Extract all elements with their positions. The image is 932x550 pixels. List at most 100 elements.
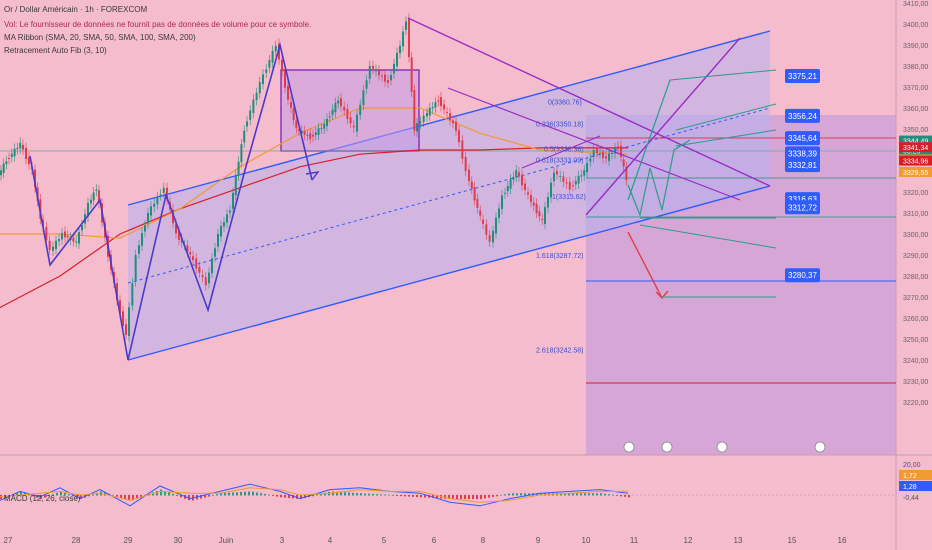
candle	[75, 241, 78, 243]
price-tick: 3350,00	[903, 127, 928, 134]
candle	[622, 159, 625, 167]
candle	[144, 225, 146, 232]
candle	[559, 176, 562, 178]
time-tick: 5	[382, 536, 387, 545]
candle	[0, 170, 2, 176]
price-tick: 3360,00	[903, 106, 928, 113]
fib-level-label: 1.618(3287.72)	[536, 253, 583, 260]
candle	[458, 130, 460, 143]
target-price-label-box[interactable]	[785, 146, 820, 161]
macd-tick: -0,44	[903, 495, 919, 502]
axis-price-badge-text: 3344,49	[903, 139, 928, 146]
macd-histogram-bar	[484, 495, 486, 499]
candle	[498, 208, 500, 219]
candle	[405, 21, 407, 30]
ma-200-line	[0, 147, 628, 309]
event-icons[interactable]	[623, 441, 826, 453]
candle	[602, 151, 604, 158]
candle	[66, 235, 69, 238]
candle	[211, 258, 213, 274]
target-price-label: 3345,64	[788, 134, 817, 143]
candle	[232, 192, 234, 209]
candle	[246, 121, 248, 127]
macd-histogram-bar	[448, 495, 450, 499]
ma-ribbon-legend[interactable]: MA Ribbon (SMA, 20, SMA, 50, SMA, 100, S…	[4, 33, 196, 42]
candle	[229, 210, 231, 213]
candle	[312, 134, 314, 137]
macd-histogram-bar	[496, 495, 498, 497]
macd-histogram-bar	[248, 491, 250, 496]
candle	[437, 100, 440, 102]
candle	[455, 121, 457, 131]
candle	[95, 189, 98, 191]
macd-histogram-bar	[56, 492, 58, 496]
candle	[492, 230, 494, 243]
triangle-lower-line[interactable]	[521, 135, 601, 169]
macd-histogram-bar	[512, 493, 514, 496]
candle	[443, 104, 445, 110]
candle	[45, 227, 48, 241]
candle	[538, 211, 541, 217]
range-rectangle[interactable]	[280, 69, 420, 152]
candle	[147, 213, 149, 224]
candle	[217, 234, 219, 247]
macd-histogram-bar	[120, 495, 122, 498]
bull-projection-line[interactable]	[585, 37, 741, 216]
macd-histogram-bar	[472, 495, 474, 500]
candle	[317, 128, 320, 135]
fib-level-label: 0.5(3338.38)	[544, 146, 584, 153]
macd-histogram-bar	[188, 495, 190, 501]
candle	[620, 145, 622, 157]
candle	[328, 116, 331, 118]
fib-level-label: 1(3315.62)	[552, 194, 586, 201]
triangle-upper-line[interactable]	[407, 17, 771, 187]
target-price-label-box[interactable]	[785, 268, 820, 283]
candle	[72, 237, 75, 242]
candle	[55, 240, 57, 250]
candle	[334, 102, 337, 113]
fib-level-label: 2.618(3242.58)	[536, 348, 583, 355]
candle	[365, 80, 368, 89]
candle	[524, 183, 526, 190]
candle	[592, 150, 595, 157]
candle	[352, 125, 355, 128]
macd-histogram-bar	[212, 495, 214, 496]
target-price-label-box[interactable]	[785, 131, 820, 146]
macd-histogram-bar	[320, 493, 322, 496]
candle	[284, 69, 286, 88]
candle	[303, 131, 306, 135]
macd-histogram-bar	[536, 493, 538, 496]
candle	[565, 182, 568, 184]
target-price-label-box[interactable]	[785, 108, 820, 123]
candle	[19, 142, 22, 149]
macd-histogram-bar	[476, 495, 478, 500]
target-price-label-box[interactable]	[785, 158, 820, 173]
candle	[577, 176, 580, 184]
macd-histogram-bar	[464, 495, 466, 500]
candle	[372, 66, 374, 69]
candle	[396, 52, 398, 67]
triangle-inner-line[interactable]	[447, 87, 741, 201]
candle	[309, 133, 312, 140]
macd-histogram-bar	[16, 492, 18, 496]
candle	[10, 153, 13, 158]
target-labels: 3375,21 3356,24 3345,64 3338,39 3332,81 3316,…	[785, 69, 820, 283]
candle	[586, 163, 588, 173]
candle	[393, 63, 395, 74]
price-tick: 3390,00	[903, 43, 928, 50]
candle	[214, 248, 216, 257]
candle	[186, 245, 189, 252]
target-price-label-box[interactable]	[785, 200, 820, 215]
time-tick: 30	[174, 536, 183, 545]
macd-histogram-bar	[176, 495, 178, 496]
macd-histogram-bar	[156, 491, 158, 496]
macd-histogram-bar	[136, 495, 138, 499]
target-price-label-box[interactable]	[785, 69, 820, 84]
macd-legend[interactable]: MACD (12, 26, close)	[4, 494, 81, 503]
fib-legend[interactable]: Retracement Auto Fib (3, 10)	[4, 46, 107, 55]
candle	[220, 226, 222, 237]
macd-histogram-bar	[392, 495, 394, 496]
macd-histogram-bar	[612, 494, 614, 496]
channel-lower-line[interactable]	[127, 185, 771, 361]
